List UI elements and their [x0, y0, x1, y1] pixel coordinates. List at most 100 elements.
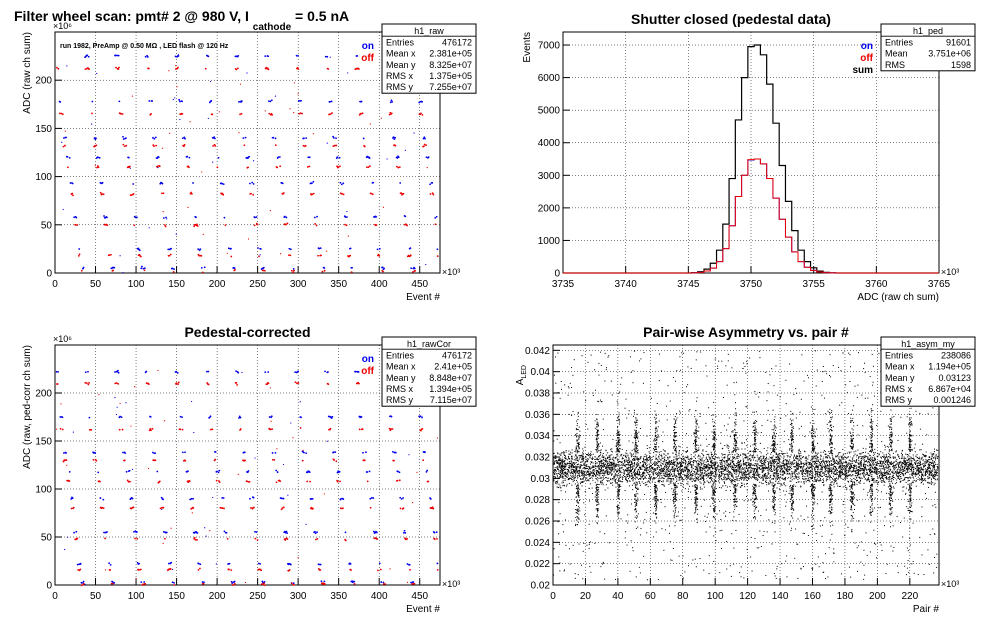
asym-point: [840, 455, 842, 457]
data-point-on: [372, 181, 375, 184]
asym-point: [873, 482, 875, 484]
asym-point: [822, 460, 824, 462]
asym-point: [679, 479, 681, 481]
asym-point: [885, 477, 887, 479]
data-point-on: [421, 416, 423, 419]
asym-point: [582, 458, 584, 460]
asym-point: [844, 453, 846, 455]
asym-point: [925, 465, 927, 467]
asym-point: [576, 479, 578, 481]
asym-point: [673, 467, 675, 469]
data-point-off: [128, 480, 131, 483]
asym-point: [754, 457, 756, 459]
data-point-off: [236, 384, 239, 386]
data-point-on: [294, 371, 297, 373]
asym-point: [873, 459, 875, 461]
asym-point: [602, 456, 604, 458]
x-tick-label: 100: [128, 279, 145, 290]
stats-key: Mean x: [386, 362, 416, 372]
asym-point: [653, 478, 655, 480]
asym-point: [864, 455, 866, 457]
asym-point: [748, 458, 750, 460]
asym-point: [737, 455, 739, 457]
data-point-on: [390, 99, 393, 102]
asym-point: [636, 458, 638, 460]
asym-point: [627, 468, 629, 470]
asym-point: [738, 464, 740, 466]
asym-point: [645, 469, 647, 471]
asym-point: [813, 467, 815, 469]
asym-point: [724, 482, 726, 484]
asym-point: [809, 463, 811, 465]
asym-point: [876, 461, 878, 463]
asym-point: [895, 463, 897, 465]
asym-point: [734, 467, 736, 469]
asym-point: [761, 469, 763, 471]
asym-point: [837, 454, 839, 456]
asym-point: [591, 467, 593, 469]
data-point-transition: [64, 548, 66, 551]
asym-point: [882, 481, 884, 483]
asym-point: [835, 455, 837, 457]
asym-point: [606, 467, 608, 469]
data-point-on: [152, 136, 154, 139]
stats-box: [381, 23, 477, 94]
asym-point: [892, 475, 894, 477]
asym-point: [695, 472, 697, 474]
data-point-off: [154, 459, 157, 462]
x-tick-label: 0: [52, 591, 58, 602]
asym-point: [784, 472, 786, 474]
asym-point: [596, 465, 598, 467]
asym-point: [561, 464, 563, 466]
data-point-on: [397, 156, 400, 159]
asym-point: [576, 468, 578, 470]
asym-point: [789, 465, 791, 467]
data-point-on: [308, 156, 311, 159]
data-point-off: [190, 193, 193, 195]
data-point-off: [139, 568, 142, 571]
asym-point: [705, 450, 707, 452]
asym-point: [712, 464, 714, 466]
asym-point: [933, 468, 935, 470]
asym-point: [757, 468, 759, 470]
asym-point: [870, 460, 872, 462]
asym-point: [913, 479, 915, 481]
asym-point: [910, 462, 912, 464]
asym-point: [594, 481, 596, 483]
data-point-on: [114, 54, 117, 57]
asym-point: [694, 468, 696, 470]
asym-point: [731, 476, 733, 478]
asym-point: [753, 469, 755, 471]
asym-point: [649, 476, 651, 478]
asym-point: [870, 471, 872, 473]
data-point-off: [115, 382, 118, 384]
y-tick-label: 0.02: [531, 581, 551, 592]
asym-point: [818, 480, 820, 482]
data-point-off: [80, 269, 83, 272]
asym-point: [568, 471, 570, 473]
asym-point: [882, 456, 884, 458]
data-point-on: [270, 415, 273, 418]
asym-point: [769, 461, 771, 463]
asym-point: [684, 467, 686, 469]
data-point-on: [237, 55, 240, 57]
asym-point: [777, 478, 779, 480]
asym-point: [857, 449, 859, 451]
asym-point: [924, 454, 926, 456]
data-point-off: [99, 480, 101, 483]
asym-point: [565, 451, 567, 453]
asym-point: [842, 454, 844, 456]
asym-point: [626, 470, 628, 472]
asym-point: [906, 461, 908, 463]
data-point-on: [408, 563, 411, 566]
asym-point: [711, 466, 713, 468]
asym-point: [843, 473, 845, 475]
asym-point: [643, 465, 645, 467]
y-tick-label: 0.032: [525, 453, 550, 464]
asym-point: [700, 467, 702, 469]
y-tick-label: 150: [35, 437, 52, 448]
asym-point: [737, 476, 739, 478]
asym-point: [642, 466, 644, 468]
data-point-off: [411, 583, 414, 585]
asym-point: [555, 481, 557, 483]
